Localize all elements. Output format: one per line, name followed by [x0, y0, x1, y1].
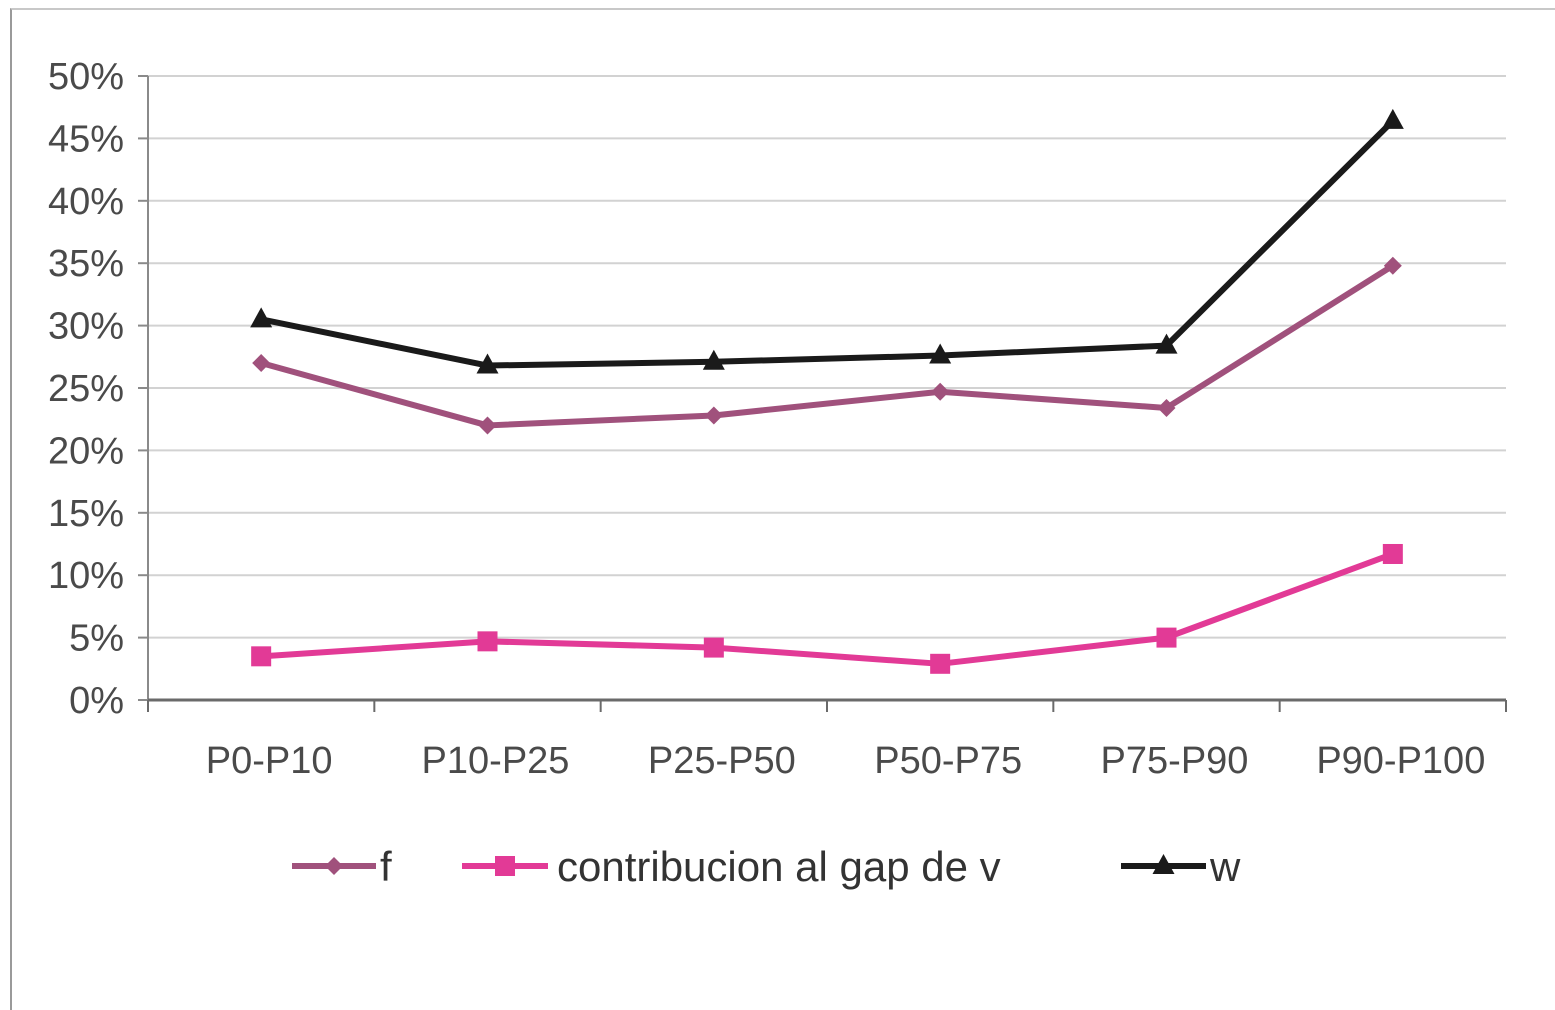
chart-frame — [10, 8, 1555, 1010]
legend-label: f — [380, 843, 392, 890]
legend-marker — [495, 856, 515, 876]
y-tick-label: 50% — [48, 56, 124, 98]
x-tick-label: P10-P25 — [422, 740, 570, 782]
data-point — [702, 349, 725, 370]
data-point — [703, 637, 724, 658]
data-point — [1155, 333, 1178, 354]
data-point — [1156, 627, 1177, 648]
legend: f contribucion al gap de v w — [292, 843, 1241, 890]
data-point — [930, 653, 951, 674]
series-2 — [251, 543, 1403, 674]
legend-label: contribucion al gap de v — [557, 843, 1001, 890]
data-point — [476, 353, 499, 374]
y-tick-label: 35% — [48, 243, 124, 285]
x-tick-label: P75-P90 — [1101, 740, 1249, 782]
data-point — [477, 631, 498, 652]
series-line — [260, 118, 1395, 369]
gridlines — [148, 75, 1506, 639]
series-3 — [250, 108, 1404, 374]
x-tick-label: P0-P10 — [206, 740, 333, 782]
series-line — [260, 263, 1395, 429]
data-point — [250, 307, 273, 328]
y-tick-label: 30% — [48, 306, 124, 348]
y-axis-ticks: 0% 5% 10% 15% 20% 25% 30% 35% 40% 45% 50% — [48, 56, 148, 722]
y-tick-label: 40% — [48, 181, 124, 223]
y-tick-label: 5% — [69, 618, 124, 660]
legend-marker — [1152, 854, 1175, 874]
data-point — [1381, 108, 1404, 129]
y-tick-label: 25% — [48, 368, 124, 410]
data-point — [931, 382, 950, 401]
line-chart: 0% 5% 10% 15% 20% 25% 30% 35% 40% 45% 50% P0-P10 P1… — [48, 56, 1507, 890]
x-tick-label: P50-P75 — [874, 740, 1022, 782]
data-point — [1157, 398, 1176, 417]
legend-item: contribucion al gap de v — [462, 843, 1001, 890]
series-1 — [252, 256, 1402, 435]
x-tick-label: P25-P50 — [648, 740, 796, 782]
legend-marker — [325, 857, 343, 875]
data-point — [251, 646, 272, 667]
series-line — [260, 551, 1394, 667]
data-point — [1383, 256, 1402, 275]
y-tick-label: 10% — [48, 555, 124, 597]
legend-label: w — [1209, 843, 1241, 890]
data-point — [478, 416, 497, 435]
y-tick-label: 20% — [48, 430, 124, 472]
legend-item: w — [1121, 843, 1241, 890]
y-tick-label: 0% — [69, 680, 124, 722]
y-tick-label: 45% — [48, 118, 124, 160]
data-point — [252, 354, 271, 373]
x-tick-label: P90-P100 — [1316, 740, 1485, 782]
data-point — [1382, 543, 1403, 564]
y-tick-label: 15% — [48, 493, 124, 535]
data-point — [704, 406, 723, 425]
data-point — [929, 343, 952, 364]
x-axis-ticks: P0-P10 P10-P25 P25-P50 P50-P75 P75-P90 P90-P1… — [206, 740, 1486, 782]
series-group — [250, 108, 1404, 674]
legend-item: f — [292, 843, 392, 890]
x-axis — [147, 76, 1507, 712]
